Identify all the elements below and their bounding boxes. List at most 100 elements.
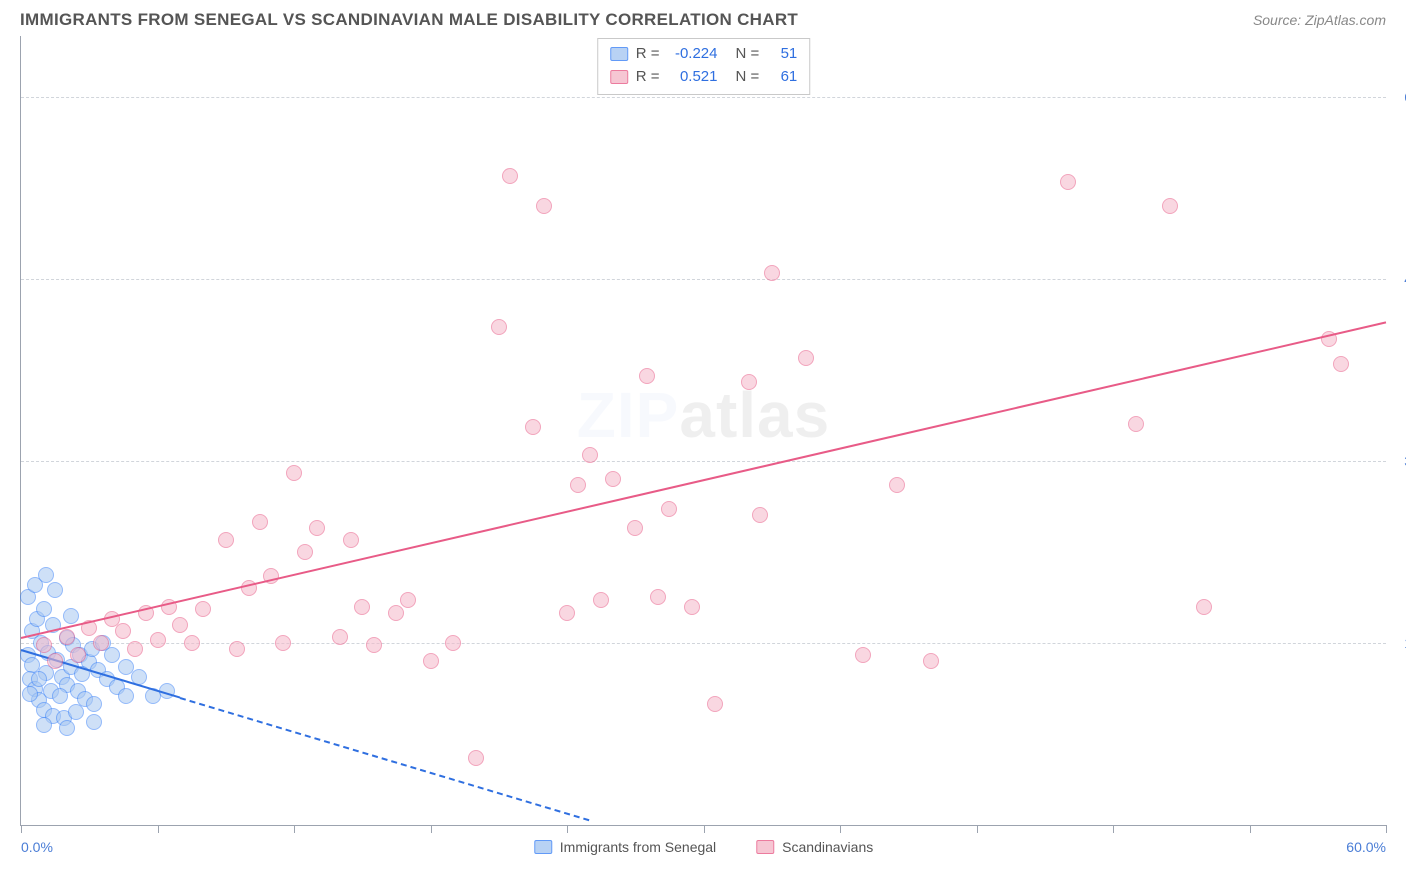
data-point-scandinavians (559, 605, 575, 621)
data-point-scandinavians (127, 641, 143, 657)
data-point-scandinavians (172, 617, 188, 633)
data-point-scandinavians (343, 532, 359, 548)
data-point-scandinavians (93, 635, 109, 651)
data-point-scandinavians (468, 750, 484, 766)
x-tick (158, 825, 159, 833)
data-point-scandinavians (332, 629, 348, 645)
x-axis-end-label: 60.0% (1346, 839, 1386, 855)
data-point-senegal (118, 688, 134, 704)
data-point-scandinavians (70, 647, 86, 663)
data-point-scandinavians (593, 592, 609, 608)
x-tick (1113, 825, 1114, 833)
data-point-scandinavians (229, 641, 245, 657)
data-point-senegal (52, 688, 68, 704)
stats-row-senegal: R = -0.224 N = 51 (610, 43, 798, 66)
trend-line (180, 697, 590, 821)
data-point-scandinavians (764, 265, 780, 281)
x-tick (704, 825, 705, 833)
data-point-senegal (63, 608, 79, 624)
data-point-scandinavians (1162, 198, 1178, 214)
gridline-h (21, 643, 1386, 644)
data-point-scandinavians (400, 592, 416, 608)
gridline-h (21, 279, 1386, 280)
n-value: 51 (767, 43, 797, 66)
chart-title: IMMIGRANTS FROM SENEGAL VS SCANDINAVIAN … (20, 10, 798, 30)
stats-row-scandinavians: R =0.521N =61 (610, 66, 798, 89)
data-point-scandinavians (650, 589, 666, 605)
data-point-scandinavians (889, 477, 905, 493)
data-point-scandinavians (752, 507, 768, 523)
data-point-scandinavians (855, 647, 871, 663)
data-point-scandinavians (684, 599, 700, 615)
data-point-scandinavians (297, 544, 313, 560)
r-value: 0.521 (668, 66, 718, 89)
data-point-scandinavians (570, 477, 586, 493)
legend-item-scandinavians: Scandinavians (756, 839, 873, 855)
x-tick (431, 825, 432, 833)
data-point-scandinavians (354, 599, 370, 615)
data-point-scandinavians (491, 319, 507, 335)
data-point-scandinavians (150, 632, 166, 648)
legend-swatch-scandinavians (610, 70, 628, 84)
gridline-h (21, 97, 1386, 98)
source-attribution: Source: ZipAtlas.com (1253, 12, 1386, 28)
legend-swatch-senegal (534, 840, 552, 854)
legend-swatch-senegal (610, 47, 628, 61)
x-tick (1386, 825, 1387, 833)
x-tick (567, 825, 568, 833)
data-point-scandinavians (627, 520, 643, 536)
data-point-senegal (68, 704, 84, 720)
data-point-scandinavians (1060, 174, 1076, 190)
gridline-h (21, 461, 1386, 462)
data-point-scandinavians (661, 501, 677, 517)
n-label: N = (736, 43, 760, 66)
data-point-scandinavians (388, 605, 404, 621)
trend-line (21, 321, 1386, 639)
x-axis-start-label: 0.0% (21, 839, 53, 855)
data-point-scandinavians (707, 696, 723, 712)
data-point-scandinavians (252, 514, 268, 530)
data-point-scandinavians (218, 532, 234, 548)
data-point-scandinavians (923, 653, 939, 669)
data-point-scandinavians (1128, 416, 1144, 432)
data-point-scandinavians (275, 635, 291, 651)
data-point-scandinavians (366, 637, 382, 653)
data-point-scandinavians (184, 635, 200, 651)
data-point-senegal (104, 647, 120, 663)
data-point-senegal (36, 717, 52, 733)
r-label: R = (636, 66, 660, 89)
data-point-scandinavians (536, 198, 552, 214)
data-point-scandinavians (525, 419, 541, 435)
data-point-scandinavians (1333, 356, 1349, 372)
x-tick (977, 825, 978, 833)
correlation-stats-legend: R = -0.224 N = 51R = 0.521 N = 61 (597, 38, 811, 95)
data-point-scandinavians (502, 168, 518, 184)
x-tick (21, 825, 22, 833)
series-legend: Immigrants from Senegal Scandinavians (534, 839, 873, 855)
data-point-senegal (38, 567, 54, 583)
legend-swatch-scandinavians (756, 840, 774, 854)
data-point-scandinavians (47, 653, 63, 669)
legend-label: Scandinavians (782, 839, 873, 855)
data-point-scandinavians (639, 368, 655, 384)
n-value: 61 (767, 66, 797, 89)
data-point-senegal (86, 714, 102, 730)
data-point-senegal (22, 686, 38, 702)
data-point-scandinavians (798, 350, 814, 366)
r-label: R = (636, 43, 660, 66)
watermark: ZIPatlas (577, 378, 830, 452)
scatter-plot-area: ZIPatlas R =-0.224N =51R =0.521N =61 Imm… (20, 36, 1386, 826)
r-value: -0.224 (668, 43, 718, 66)
data-point-senegal (47, 582, 63, 598)
data-point-senegal (36, 601, 52, 617)
data-point-scandinavians (195, 601, 211, 617)
data-point-scandinavians (1196, 599, 1212, 615)
data-point-scandinavians (286, 465, 302, 481)
data-point-senegal (86, 696, 102, 712)
data-point-scandinavians (445, 635, 461, 651)
legend-label: Immigrants from Senegal (560, 839, 716, 855)
data-point-scandinavians (582, 447, 598, 463)
data-point-scandinavians (605, 471, 621, 487)
data-point-senegal (59, 720, 75, 736)
legend-item-senegal: Immigrants from Senegal (534, 839, 716, 855)
